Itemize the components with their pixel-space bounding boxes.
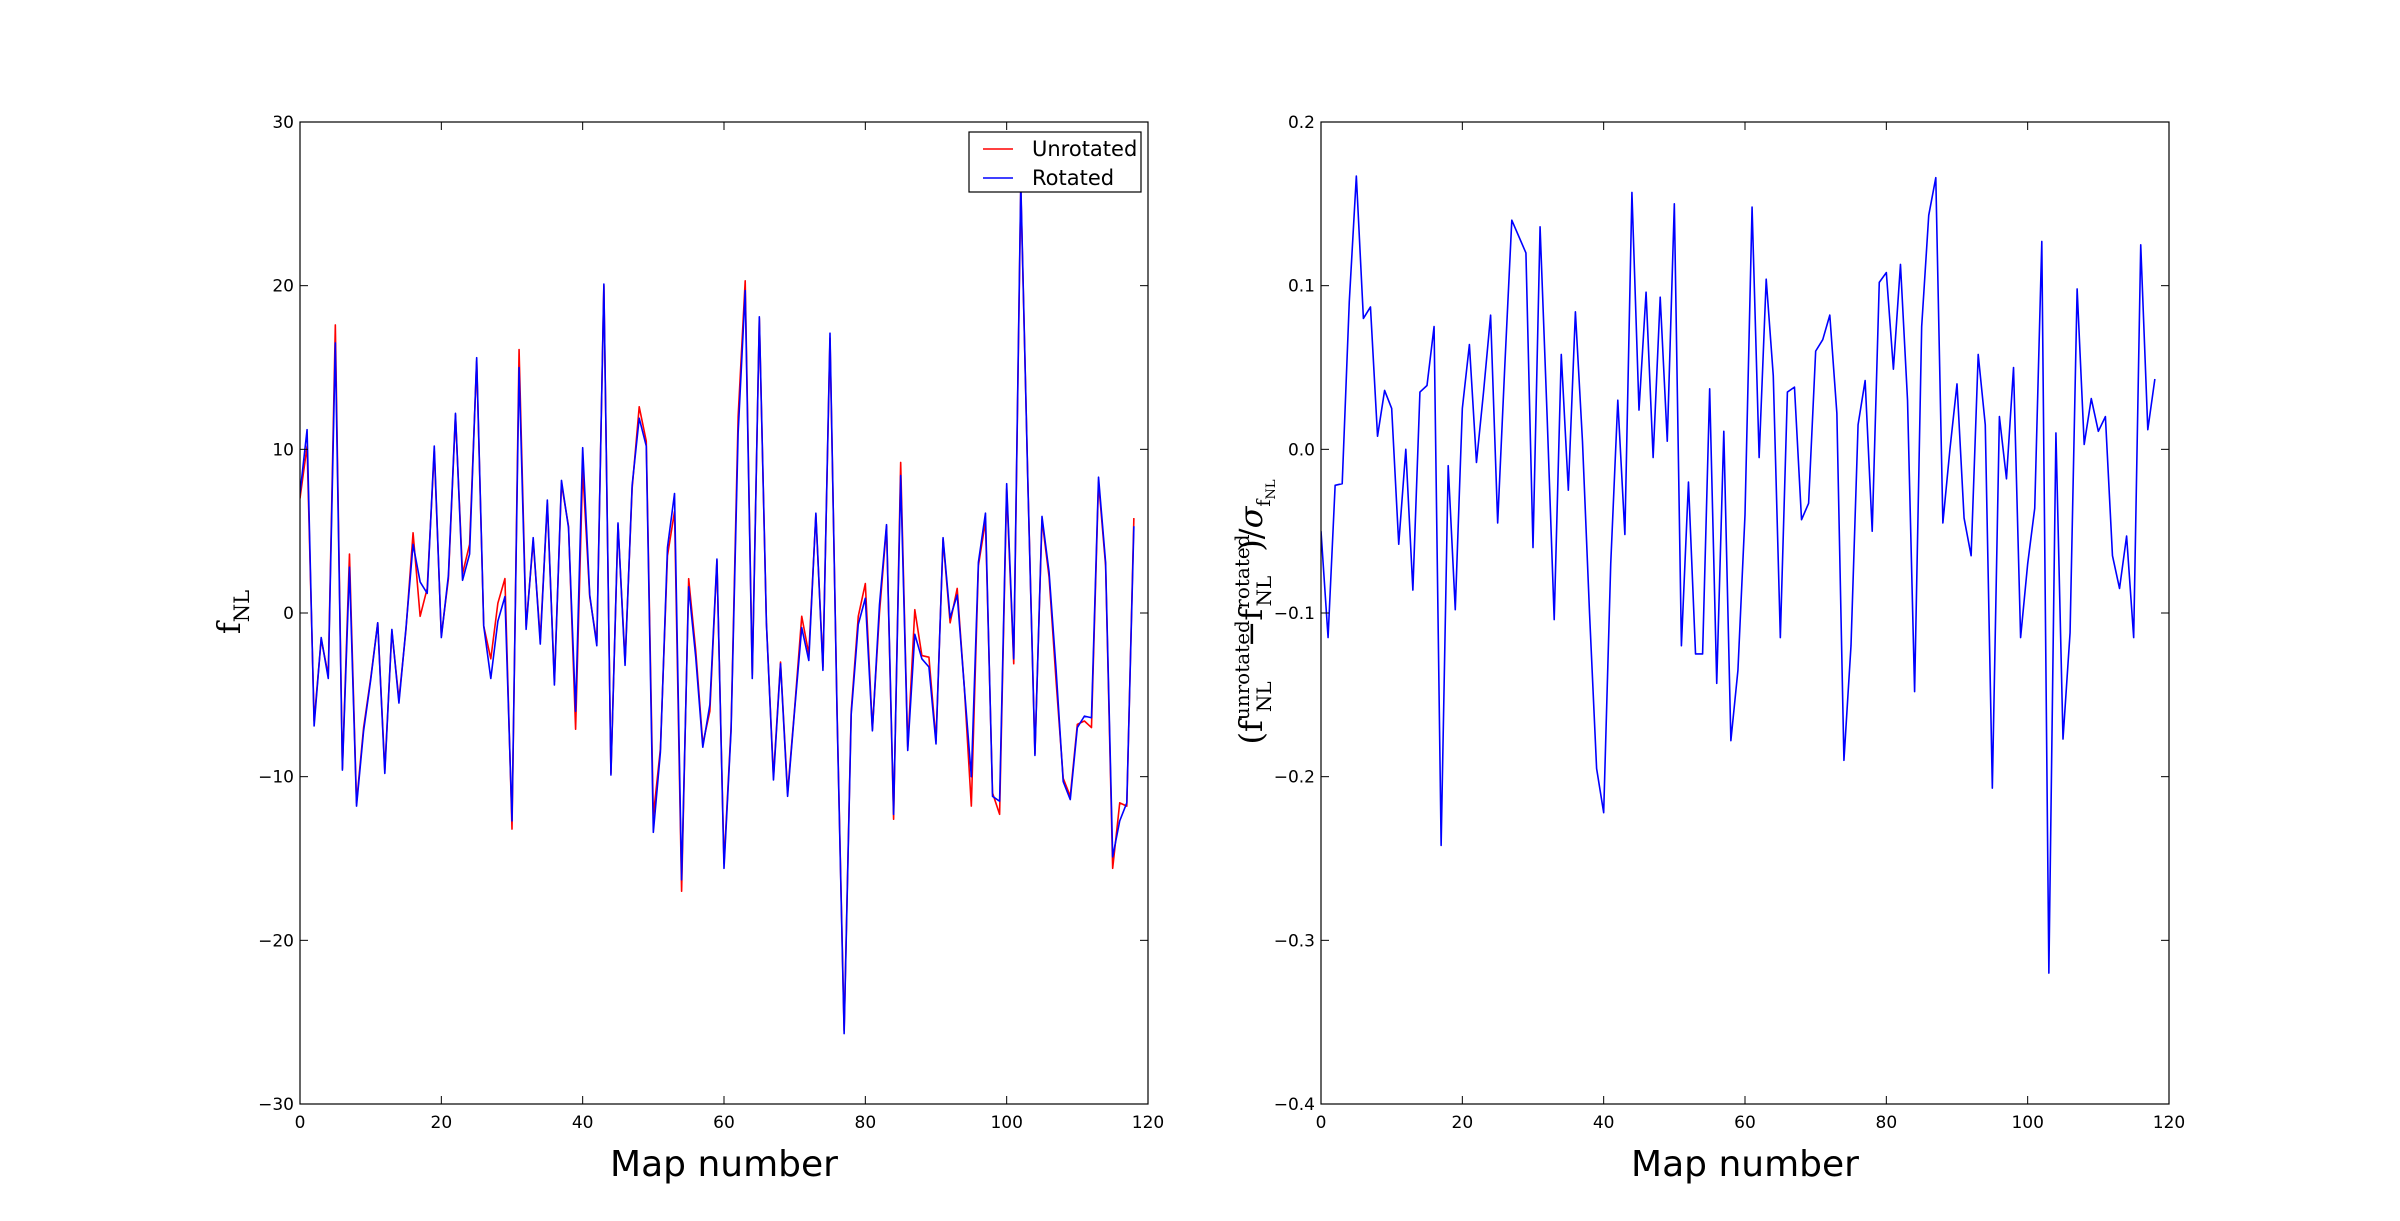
right-y-tick-label: 0.1 [1288, 277, 1315, 297]
left-y-tick-label: −10 [258, 768, 294, 788]
left-x-tick-label: 60 [713, 1113, 735, 1133]
left-chart: 0 20 40 60 80 100 120 −30 −20 −10 0 10 20 30 Map numbe… [258, 113, 1164, 1185]
right-y-tick-label: −0.2 [1274, 768, 1315, 788]
left-y-axis-label: fNL [210, 590, 254, 634]
legend-label-rotated: Rotated [1032, 166, 1114, 190]
left-y-tick-label: −20 [258, 931, 294, 951]
right-x-axis-label: Map number [1631, 1144, 1859, 1185]
left-y-tick-label: 0 [283, 604, 294, 624]
left-x-tick-label: 20 [431, 1113, 453, 1133]
right-x-tick-label: 100 [2011, 1113, 2043, 1133]
legend-box [968, 131, 1142, 193]
left-x-tick-label: 40 [572, 1113, 594, 1133]
legend-label-unrotated: Unrotated [1032, 137, 1137, 161]
right-series-difference-line [1321, 175, 2156, 974]
left-x-tick-label: 120 [1132, 1113, 1164, 1133]
right-y-tick-label: 0.0 [1288, 440, 1315, 460]
legend: Unrotated Rotated [968, 131, 1142, 193]
right-y-tick-label: 0.2 [1288, 113, 1315, 133]
left-y-tick-label: 20 [272, 277, 294, 297]
right-chart: 0 20 40 60 80 100 120 −0.4 −0.3 −0.2 −0.1 0.0 0.1 0.2… [1274, 113, 2186, 1185]
right-x-tick-label: 20 [1452, 1113, 1474, 1133]
right-x-tick-label: 80 [1876, 1113, 1898, 1133]
right-y-tick-label: −0.3 [1274, 931, 1315, 951]
left-y-tick-label: −30 [258, 1095, 294, 1115]
left-x-tick-label: 80 [855, 1113, 877, 1133]
left-y-tick-label: 30 [272, 113, 294, 133]
left-x-axis-label: Map number [610, 1144, 838, 1185]
right-x-tick-label: 40 [1593, 1113, 1615, 1133]
right-y-tick-label: −0.1 [1274, 604, 1315, 624]
left-y-tick-label: 10 [272, 440, 294, 460]
right-x-tick-label: 120 [2153, 1113, 2185, 1133]
right-y-axis-label: (funrotatedNL−frotatedNL)/σfNL [1230, 479, 1279, 744]
right-x-tick-label: 0 [1316, 1113, 1327, 1133]
left-series-rotated-line [300, 181, 1135, 1035]
left-x-tick-label: 0 [295, 1113, 306, 1133]
left-x-tick-label: 100 [990, 1113, 1022, 1133]
right-x-tick-label: 60 [1734, 1113, 1756, 1133]
right-y-tick-label: −0.4 [1274, 1095, 1315, 1115]
